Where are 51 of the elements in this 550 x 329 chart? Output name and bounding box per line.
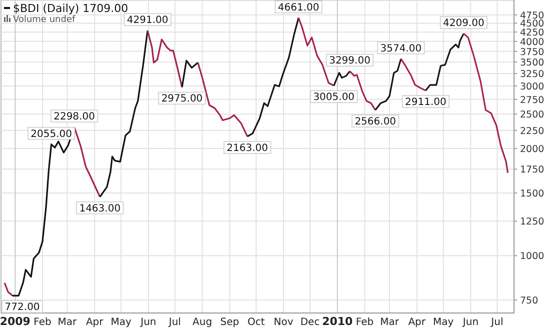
x-tick-label: Dec [300, 317, 320, 328]
annotation: 772.00 [4, 302, 40, 314]
x-tick-label: Sep [220, 317, 240, 328]
y-tick-label: 1250 [520, 216, 544, 228]
x-tick-label: Mar [380, 317, 400, 328]
y-tick-label: 4250 [520, 28, 544, 39]
y-tick-label: 1500 [520, 188, 544, 200]
x-tick-label: Nov [274, 317, 294, 328]
y-tick-label: 3750 [520, 46, 544, 58]
x-tick-label: Mar [58, 317, 78, 328]
annotation: 3574.00 [380, 43, 422, 54]
annotation: 2566.00 [354, 116, 396, 128]
y-tick-label: 4000 [520, 36, 544, 48]
annotation: 2163.00 [226, 142, 268, 154]
x-tick-label: Feb [34, 317, 52, 328]
annotation: 4291.00 [126, 15, 168, 26]
x-tick-label: Jun [140, 317, 156, 328]
x-tick-label: Jul [168, 317, 181, 328]
x-tick-label: Feb [356, 317, 374, 328]
x-tick-label: Jun [462, 317, 479, 328]
annotation: 4209.00 [442, 18, 484, 30]
annotation: 1463.00 [79, 203, 121, 214]
y-tick-label: 3500 [520, 58, 544, 69]
text: Volume undef [13, 15, 76, 25]
y-tick-label: 2750 [520, 94, 544, 106]
annotation: 4661.00 [278, 2, 320, 14]
x-tick-label: Jul [490, 317, 504, 328]
x-tick-label: May [433, 317, 454, 328]
y-tick-label: 2000 [520, 144, 544, 156]
annotation: 2298.00 [54, 112, 95, 123]
annotation: 2975.00 [161, 94, 203, 105]
annotation: 3005.00 [313, 92, 355, 104]
y-tick-label: 1750 [520, 164, 544, 176]
y-tick-label: 2250 [520, 126, 544, 137]
annotation: 3299.00 [329, 56, 370, 67]
y-tick-label: 750 [520, 296, 538, 307]
x-tick-label: 2010 [322, 315, 354, 328]
x-tick-label: 2009 [0, 315, 30, 328]
y-tick-label: 2500 [520, 110, 544, 121]
y-tick-label: 1000 [520, 251, 544, 262]
annotation: 2055.00 [30, 128, 72, 140]
y-tick-label: 3000 [520, 81, 544, 92]
x-tick-label: Apr [86, 317, 104, 328]
chart-title: $BDI (Daily) 1709.00 [13, 2, 128, 15]
y-tick-label: 3250 [520, 69, 544, 80]
x-tick-label: Oct [248, 317, 265, 328]
x-tick-label: May [110, 317, 132, 328]
y-tick-label: 4500 [520, 18, 544, 30]
annotation: 2911.00 [405, 97, 446, 108]
x-tick-label: Aug [192, 317, 212, 328]
x-tick-label: Apr [408, 317, 426, 328]
